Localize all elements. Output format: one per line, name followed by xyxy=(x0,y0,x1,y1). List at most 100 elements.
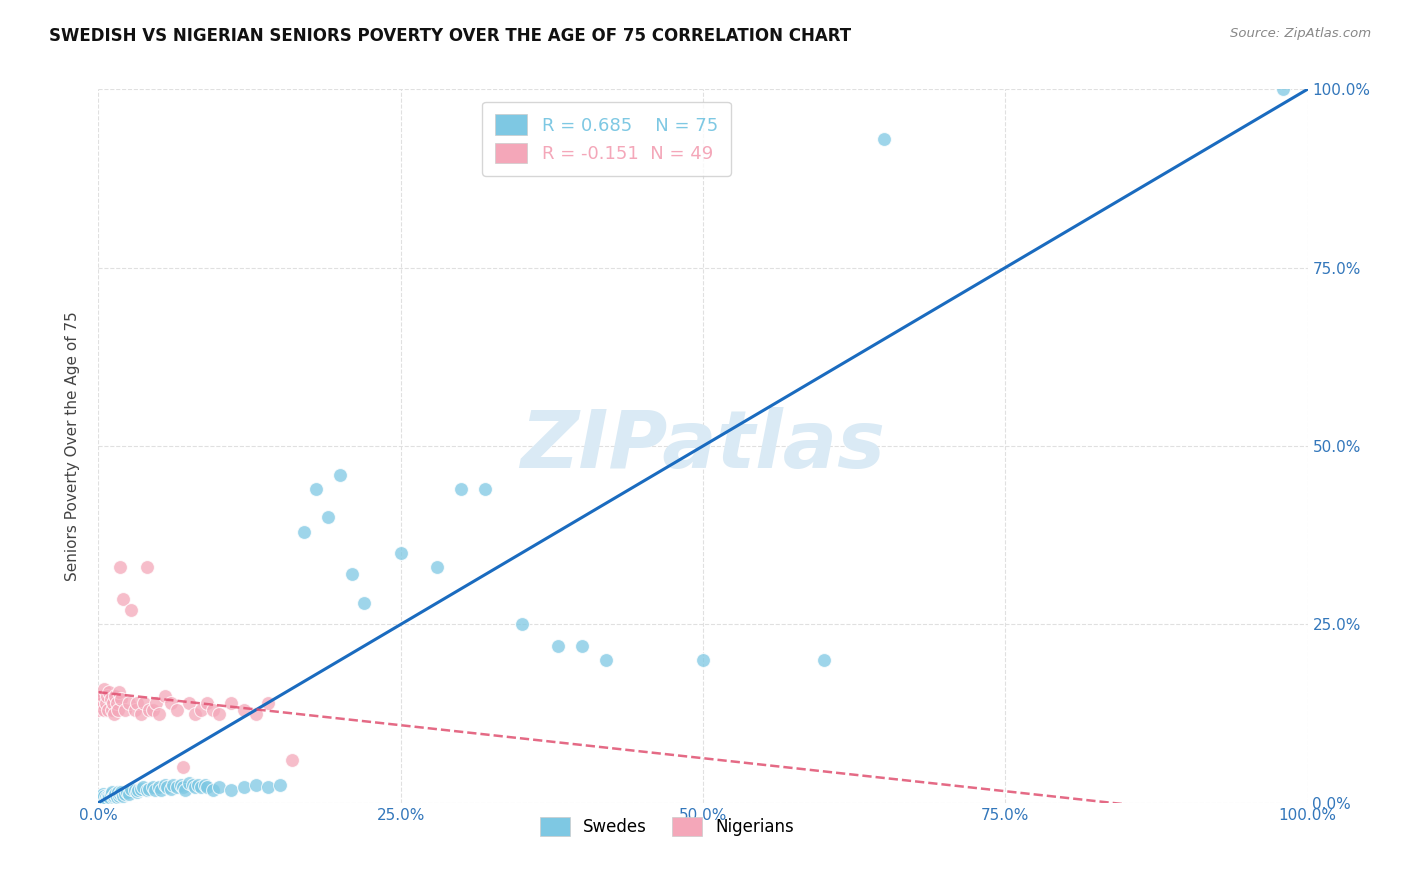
Point xyxy=(97,789,120,803)
Point xyxy=(595,653,617,667)
Point xyxy=(166,780,188,794)
Point xyxy=(202,783,225,797)
Point xyxy=(474,482,496,496)
Point xyxy=(124,703,146,717)
Point xyxy=(153,689,176,703)
Point xyxy=(94,790,117,805)
Point xyxy=(547,639,569,653)
Point xyxy=(813,653,835,667)
Point xyxy=(353,596,375,610)
Point xyxy=(108,787,131,801)
Point xyxy=(100,703,122,717)
Text: SWEDISH VS NIGERIAN SENIORS POVERTY OVER THE AGE OF 75 CORRELATION CHART: SWEDISH VS NIGERIAN SENIORS POVERTY OVER… xyxy=(49,27,852,45)
Point xyxy=(90,789,112,803)
Point xyxy=(143,783,166,797)
Point xyxy=(184,706,207,721)
Point xyxy=(87,703,110,717)
Point xyxy=(108,560,131,574)
Point xyxy=(510,617,533,632)
Point xyxy=(329,467,352,482)
Point xyxy=(184,780,207,794)
Point xyxy=(571,639,593,653)
Point xyxy=(100,692,122,706)
Point xyxy=(100,785,122,799)
Point xyxy=(245,706,267,721)
Point xyxy=(202,703,225,717)
Point xyxy=(132,780,155,794)
Point xyxy=(873,132,896,146)
Point xyxy=(96,792,118,806)
Point xyxy=(269,778,291,792)
Point xyxy=(127,783,149,797)
Point xyxy=(127,696,149,710)
Point xyxy=(245,778,267,792)
Point xyxy=(190,703,212,717)
Point xyxy=(107,703,129,717)
Point xyxy=(450,482,472,496)
Point xyxy=(134,696,156,710)
Point xyxy=(195,780,218,794)
Point xyxy=(256,696,278,710)
Point xyxy=(316,510,339,524)
Point xyxy=(100,787,122,801)
Point xyxy=(181,778,204,792)
Point xyxy=(111,592,134,607)
Point xyxy=(232,703,254,717)
Point xyxy=(94,696,117,710)
Point xyxy=(281,753,304,767)
Point xyxy=(120,781,142,796)
Point xyxy=(104,689,127,703)
Point xyxy=(127,785,149,799)
Point xyxy=(129,706,152,721)
Point xyxy=(389,546,412,560)
Point xyxy=(221,783,243,797)
Point xyxy=(91,790,114,805)
Point xyxy=(292,524,315,539)
Point xyxy=(148,780,170,794)
Point xyxy=(342,567,364,582)
Point xyxy=(91,689,114,703)
Point xyxy=(692,653,714,667)
Point xyxy=(105,696,128,710)
Point xyxy=(101,696,124,710)
Point xyxy=(90,689,112,703)
Point xyxy=(97,703,120,717)
Point xyxy=(153,778,176,792)
Point xyxy=(156,780,179,794)
Point xyxy=(110,692,132,706)
Text: ZIPatlas: ZIPatlas xyxy=(520,407,886,485)
Point xyxy=(114,787,136,801)
Point xyxy=(179,696,201,710)
Point xyxy=(208,706,231,721)
Point xyxy=(108,685,131,699)
Point xyxy=(103,789,125,803)
Point xyxy=(135,560,157,574)
Point xyxy=(135,783,157,797)
Point xyxy=(118,696,141,710)
Point xyxy=(208,780,231,794)
Point xyxy=(93,703,115,717)
Point xyxy=(107,785,129,799)
Point xyxy=(172,780,194,794)
Point xyxy=(111,789,134,803)
Point xyxy=(96,689,118,703)
Point xyxy=(142,703,165,717)
Text: Source: ZipAtlas.com: Source: ZipAtlas.com xyxy=(1230,27,1371,40)
Point xyxy=(160,781,183,796)
Point xyxy=(190,780,212,794)
Point xyxy=(138,781,160,796)
Point xyxy=(160,696,183,710)
Legend: Swedes, Nigerians: Swedes, Nigerians xyxy=(527,805,806,848)
Point xyxy=(221,696,243,710)
Point xyxy=(93,789,115,803)
Point xyxy=(426,560,449,574)
Point xyxy=(305,482,328,496)
Point xyxy=(145,696,167,710)
Point xyxy=(166,703,188,717)
Point xyxy=(103,706,125,721)
Y-axis label: Seniors Poverty Over the Age of 75: Seniors Poverty Over the Age of 75 xyxy=(65,311,80,581)
Point xyxy=(148,706,170,721)
Point xyxy=(93,681,115,696)
Point xyxy=(98,790,121,805)
Point xyxy=(174,783,197,797)
